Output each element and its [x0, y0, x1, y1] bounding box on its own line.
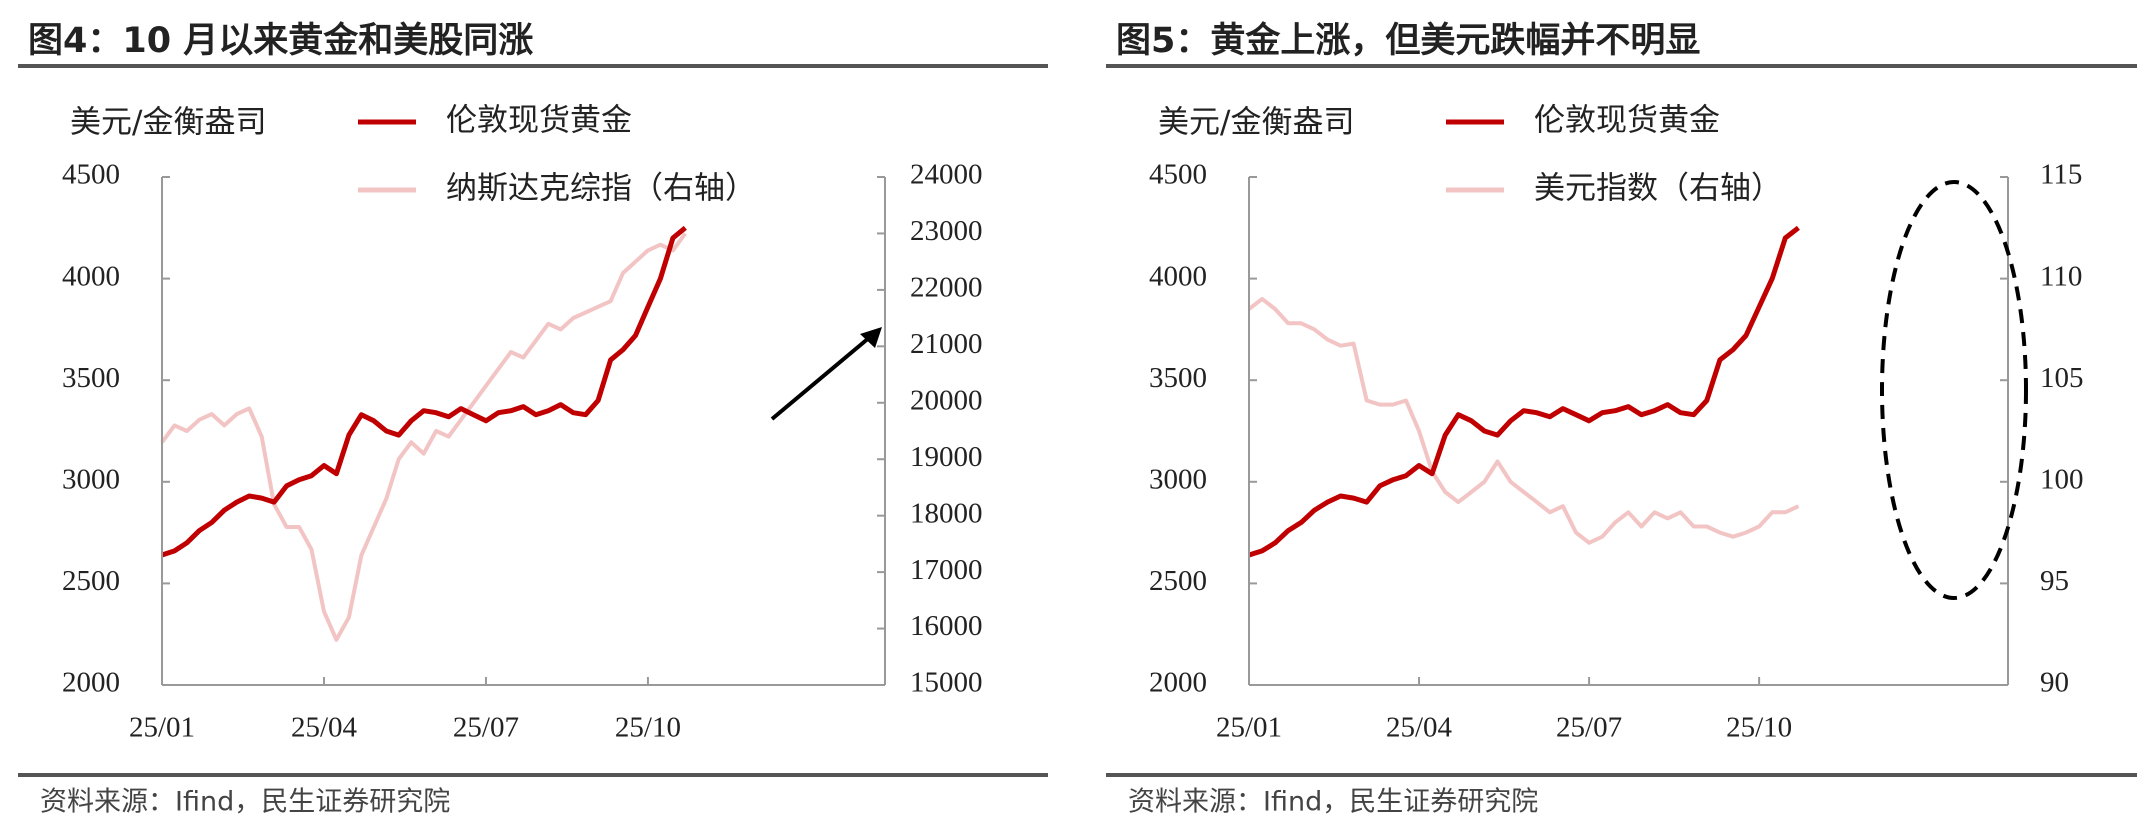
y-tick-label: 3000 — [62, 463, 120, 495]
y-tick-label: 2000 — [1149, 667, 1207, 699]
y2-tick-label: 90 — [2040, 667, 2069, 699]
y2-tick-label: 20000 — [910, 384, 983, 416]
legend-label: 纳斯达克综指（右轴） — [446, 171, 756, 207]
y-tick-label: 4000 — [62, 260, 120, 292]
x-tick-label: 25/10 — [1726, 712, 1792, 744]
y-tick-label: 4500 — [1149, 159, 1207, 191]
y-tick-label: 2000 — [62, 667, 120, 699]
y2-tick-label: 105 — [2040, 362, 2084, 394]
arrow — [770, 335, 872, 421]
y-tick-label: 3500 — [1149, 362, 1207, 394]
y2-tick-label: 22000 — [910, 272, 983, 304]
y-tick-label: 4500 — [62, 159, 120, 191]
y-tick-label: 3500 — [62, 362, 120, 394]
legend-label: 伦敦现货黄金 — [446, 103, 632, 139]
x-tick-label: 25/01 — [129, 712, 195, 744]
x-tick-label: 25/07 — [453, 712, 519, 744]
x-tick-label: 25/04 — [1386, 712, 1453, 744]
x-tick-label: 25/07 — [1556, 712, 1622, 744]
y2-tick-label: 95 — [2040, 565, 2069, 597]
highlight-ellipse — [1880, 180, 2028, 600]
x-tick-label: 25/10 — [615, 712, 681, 744]
x-tick-label: 25/01 — [1216, 712, 1282, 744]
series-line — [160, 232, 687, 642]
y2-tick-label: 19000 — [910, 441, 983, 473]
y2-tick-label: 18000 — [910, 497, 983, 529]
y-unit-label: 美元/金衡盎司 — [70, 105, 266, 141]
y-tick-label: 4000 — [1149, 260, 1207, 292]
y2-tick-label: 115 — [2040, 159, 2082, 191]
legend-label: 美元指数（右轴） — [1534, 171, 1782, 207]
y2-tick-label: 16000 — [910, 610, 983, 642]
y-unit-label: 美元/金衡盎司 — [1158, 105, 1354, 141]
y2-tick-label: 24000 — [910, 159, 983, 191]
x-tick-label: 25/04 — [291, 712, 358, 744]
series-line — [1248, 225, 1800, 558]
series-line — [1247, 296, 1800, 545]
y2-tick-label: 110 — [2040, 260, 2082, 292]
y2-tick-label: 23000 — [910, 215, 983, 247]
y2-tick-label: 21000 — [910, 328, 983, 360]
legend-label: 伦敦现货黄金 — [1534, 103, 1720, 139]
source-note: 资料来源：Ifind，民生证券研究院 — [1128, 787, 1538, 818]
y-tick-label: 2500 — [1149, 565, 1207, 597]
chart-title: 图4：10 月以来黄金和美股同涨 — [28, 20, 533, 61]
chart-title: 图5：黄金上涨，但美元跌幅并不明显 — [1116, 20, 1700, 61]
y2-tick-label: 17000 — [910, 554, 983, 586]
y-tick-label: 2500 — [62, 565, 120, 597]
arrow-head — [860, 327, 882, 348]
y-tick-label: 3000 — [1149, 463, 1207, 495]
y2-tick-label: 15000 — [910, 667, 983, 699]
source-note: 资料来源：Ifind，民生证券研究院 — [40, 787, 450, 818]
series-line — [161, 225, 687, 558]
y2-tick-label: 100 — [2040, 463, 2084, 495]
